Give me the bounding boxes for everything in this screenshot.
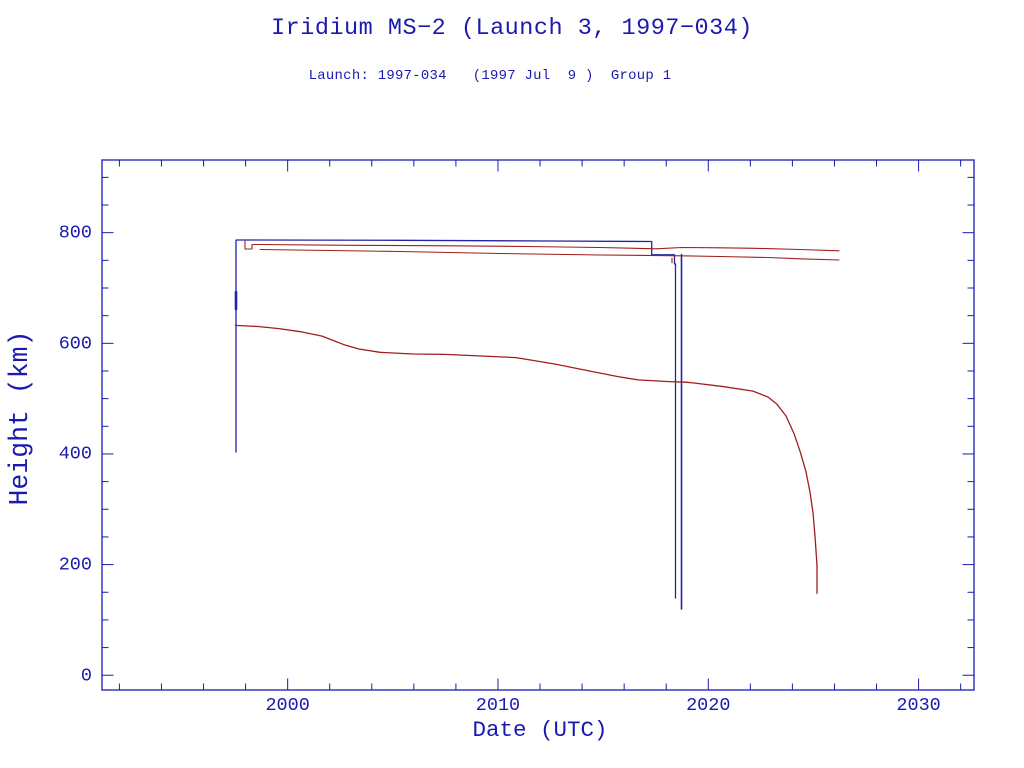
svg-text:200: 200 — [59, 555, 92, 576]
svg-text:0: 0 — [81, 666, 92, 687]
svg-text:Height (km): Height (km) — [5, 331, 35, 506]
svg-text:2030: 2030 — [896, 695, 940, 716]
svg-text:400: 400 — [59, 444, 92, 465]
svg-text:Date (UTC): Date (UTC) — [472, 717, 607, 743]
svg-text:600: 600 — [59, 334, 92, 355]
svg-text:800: 800 — [59, 223, 92, 244]
svg-text:2020: 2020 — [686, 695, 730, 716]
svg-text:2000: 2000 — [265, 695, 309, 716]
svg-text:2010: 2010 — [476, 695, 520, 716]
